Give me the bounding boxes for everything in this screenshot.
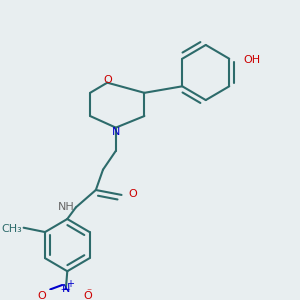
Text: CH₃: CH₃	[2, 224, 22, 234]
Text: O: O	[129, 190, 137, 200]
Text: +: +	[66, 279, 74, 289]
Text: O: O	[37, 291, 46, 300]
Text: O: O	[103, 75, 112, 85]
Text: N: N	[112, 127, 120, 137]
Text: N: N	[62, 284, 70, 294]
Text: OH: OH	[244, 55, 261, 65]
Text: NH: NH	[58, 202, 74, 212]
Text: ⁻: ⁻	[86, 287, 92, 297]
Text: O: O	[84, 291, 93, 300]
